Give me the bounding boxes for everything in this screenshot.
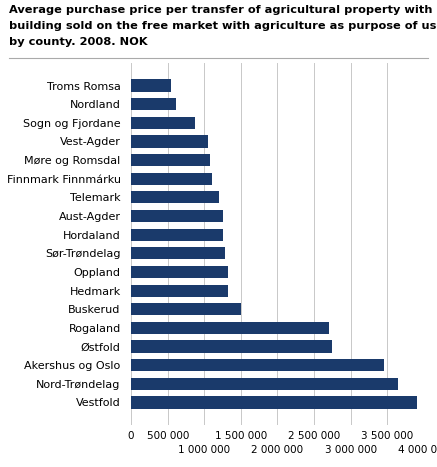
Bar [131,229,222,241]
Text: 0: 0 [128,431,134,441]
Bar [131,191,219,204]
Bar [131,135,208,148]
Bar [131,154,210,166]
Text: 3 000 000: 3 000 000 [325,445,377,455]
Bar [131,79,171,92]
Bar [131,173,212,185]
Bar [131,359,384,371]
Text: 1 000 000: 1 000 000 [178,445,230,455]
Bar [131,247,225,259]
Text: 2 000 000: 2 000 000 [251,445,304,455]
Bar [131,210,222,222]
Text: 500 000: 500 000 [146,431,189,441]
Text: 2 500 000: 2 500 000 [288,431,340,441]
Bar [131,340,333,353]
Bar [131,303,241,315]
Text: 4 000 000: 4 000 000 [398,445,437,455]
Bar [131,284,229,297]
Text: 3 500 000: 3 500 000 [361,431,413,441]
Bar [131,322,329,334]
Text: building sold on the free market with agriculture as purpose of use,: building sold on the free market with ag… [9,21,437,31]
Bar [131,117,195,129]
Text: 1 500 000: 1 500 000 [215,431,267,441]
Bar [131,378,398,390]
Bar [131,98,176,110]
Text: by county. 2008. NOK: by county. 2008. NOK [9,37,147,47]
Bar [131,396,416,409]
Bar [131,266,228,278]
Text: Average purchase price per transfer of agricultural property with: Average purchase price per transfer of a… [9,5,432,14]
